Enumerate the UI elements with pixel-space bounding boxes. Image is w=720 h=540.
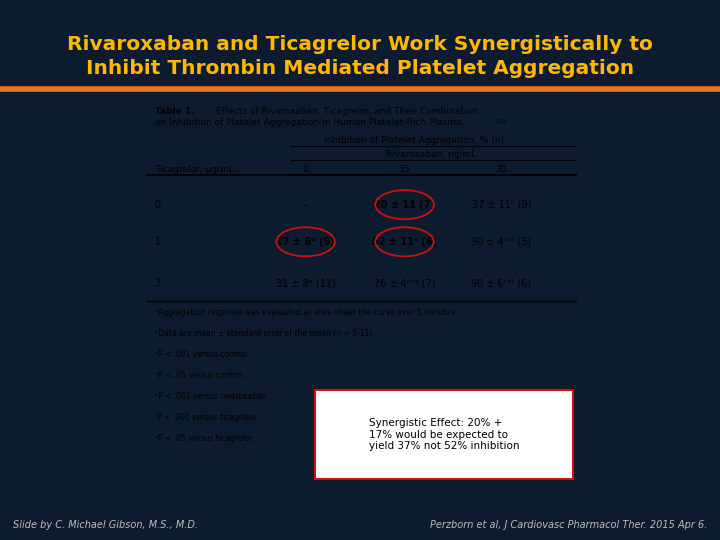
Text: ᵉP < .001 versus rivaroxaban.: ᵉP < .001 versus rivaroxaban.: [155, 392, 269, 401]
Text: ᵍP < .05 versus ticagrelor.: ᵍP < .05 versus ticagrelor.: [155, 434, 254, 443]
Text: 15: 15: [399, 165, 410, 174]
Text: a,b: a,b: [495, 118, 506, 124]
Text: 31 ± 8ᵉ (11): 31 ± 8ᵉ (11): [276, 279, 336, 288]
Point: [285, 157, 294, 164]
Text: on Inhibition of Platelet Aggregation in Human Platelet-Rich Plasma.: on Inhibition of Platelet Aggregation in…: [155, 118, 464, 127]
Point: [571, 157, 580, 164]
Text: Table 1.: Table 1.: [155, 107, 194, 116]
Text: Perzborn et al, J Cardiovasc Pharmacol Ther. 2015 Apr 6.: Perzborn et al, J Cardiovasc Pharmacol T…: [430, 520, 707, 530]
Text: Ticagrelor, μg/mL: Ticagrelor, μg/mL: [155, 165, 234, 174]
Text: Inhibit Thrombin Mediated Platelet Aggregation: Inhibit Thrombin Mediated Platelet Aggre…: [86, 59, 634, 78]
Text: Inhibition of Platelet Aggregation, % (n): Inhibition of Platelet Aggregation, % (n…: [323, 136, 503, 145]
Text: 76 ± 4ᶜᵉᵍ (7): 76 ± 4ᶜᵉᵍ (7): [374, 279, 436, 288]
Text: 20 ± 11 (7): 20 ± 11 (7): [374, 200, 435, 210]
Text: Rivaroxaban and Ticagrelor Work Synergistically to: Rivaroxaban and Ticagrelor Work Synergis…: [67, 35, 653, 54]
Text: 0: 0: [302, 165, 308, 174]
Text: 3: 3: [155, 279, 161, 288]
Text: 90 ± 6ᶜᵉᶠ (6): 90 ± 6ᶜᵉᶠ (6): [471, 279, 531, 288]
Text: 0: 0: [155, 200, 161, 210]
Text: ᶠP < .001 versus ticagrelor.: ᶠP < .001 versus ticagrelor.: [155, 413, 258, 422]
Text: 90 ± 4ᶜᵉᶠ (5): 90 ± 4ᶜᵉᶠ (5): [471, 237, 531, 247]
Text: 30: 30: [495, 165, 507, 174]
Text: 37 ± 11ᶜ (9): 37 ± 11ᶜ (9): [472, 200, 531, 210]
FancyBboxPatch shape: [315, 390, 573, 480]
Text: 52 ± 11ᶜ (6): 52 ± 11ᶜ (6): [372, 237, 437, 247]
Text: Effects of Rivaroxaban, Ticagrelor, and Their Combination: Effects of Rivaroxaban, Ticagrelor, and …: [215, 107, 477, 116]
Text: ᶜP < .001 versus control.: ᶜP < .001 versus control.: [155, 349, 249, 359]
Text: 17 ± 6ᵈ (9): 17 ± 6ᵈ (9): [276, 237, 335, 247]
Text: ᵇData are mean ± standard error of the mean (n = 5-11).: ᵇData are mean ± standard error of the m…: [155, 329, 374, 338]
Point: [571, 143, 580, 149]
Point: [285, 143, 294, 149]
Text: Slide by C. Michael Gibson, M.S., M.D.: Slide by C. Michael Gibson, M.S., M.D.: [13, 520, 198, 530]
Text: ᵃAggregation response was evaluated as area under the curve over 5 minutes.: ᵃAggregation response was evaluated as a…: [155, 308, 457, 316]
Text: Rivaroxaban, ng/mL: Rivaroxaban, ng/mL: [387, 150, 477, 159]
Text: Synergistic Effect: 20% +
17% would be expected to
yield 37% not 52% inhibition: Synergistic Effect: 20% + 17% would be e…: [369, 418, 519, 451]
Text: 1: 1: [155, 237, 161, 247]
Text: ᵈP < .05 versus control.: ᵈP < .05 versus control.: [155, 370, 245, 380]
Text: –: –: [303, 200, 308, 210]
